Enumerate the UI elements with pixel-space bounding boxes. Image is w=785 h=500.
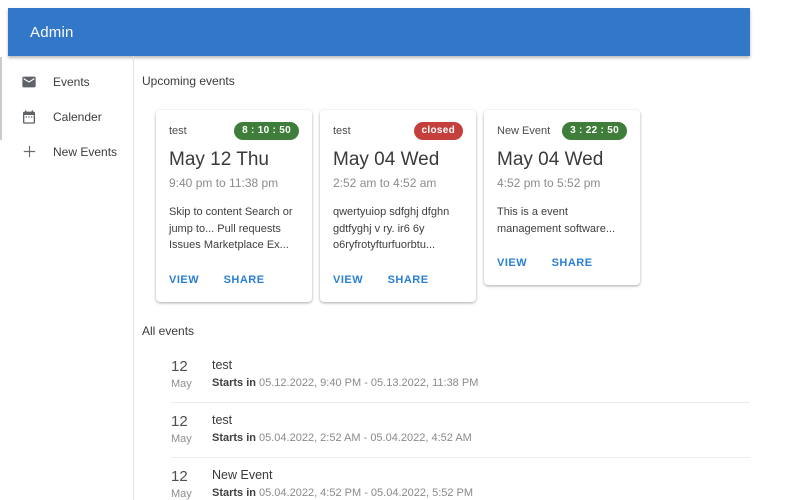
event-schedule: Starts in 05.04.2022, 2:52 AM - 05.04.202… (212, 432, 472, 444)
share-button[interactable]: SHARE (551, 257, 593, 269)
event-title: New Event (212, 467, 273, 482)
event-title: test (169, 125, 187, 137)
upcoming-events-cards: test 8 : 10 : 50 May 12 Thu 9:40 pm to 1… (156, 110, 750, 302)
sidebar-item-events[interactable]: Events (8, 64, 133, 99)
card-actions: VIEW SHARE (333, 270, 463, 288)
share-button[interactable]: SHARE (223, 273, 265, 286)
status-badge: closed (413, 122, 463, 140)
starts-in-label: Starts in (212, 376, 257, 389)
calendar-icon (20, 108, 38, 126)
event-list-item[interactable]: 12 May New Event Starts in 05.04.2022, 4:… (171, 458, 750, 500)
event-time-range: 2:52 am to 4:52 am (333, 176, 437, 190)
card-header: test 8 : 10 : 50 (169, 122, 299, 140)
sidebar-item-calender[interactable]: Calender (8, 99, 133, 134)
event-title: test (333, 125, 351, 137)
event-month: May (171, 432, 192, 445)
event-date-range: 05.04.2022, 4:52 PM - 05.04.2022, 5:52 P… (259, 486, 474, 499)
sidebar-item-new-events[interactable]: New Events (8, 134, 133, 169)
event-date-column: 12 May (171, 358, 212, 390)
card-actions: VIEW SHARE (497, 253, 627, 271)
event-date-heading: May 12 Thu (169, 149, 269, 170)
app-title: Admin (30, 23, 74, 41)
content: Events Calender New Events Upcoming even… (8, 56, 750, 500)
event-card: New Event 3 : 22 : 50 May 04 Wed 4:52 pm… (484, 110, 640, 285)
all-events-heading: All events (142, 323, 195, 338)
starts-in-label: Starts in (212, 486, 257, 499)
event-date-heading: May 04 Wed (497, 149, 604, 170)
event-description: This is a event management software... (497, 206, 616, 235)
plus-icon (20, 143, 38, 161)
event-title: New Event (497, 125, 551, 137)
event-list-item[interactable]: 12 May test Starts in 05.12.2022, 9:40 PM… (171, 348, 750, 403)
event-month: May (171, 487, 192, 500)
upcoming-events-heading: Upcoming events (142, 74, 235, 88)
event-date-range: 05.12.2022, 9:40 PM - 05.13.2022, 11:38 … (259, 376, 479, 389)
screen-edge-artifact (0, 57, 2, 140)
all-events-list: 12 May test Starts in 05.12.2022, 9:40 PM… (171, 348, 750, 500)
countdown-badge: 3 : 22 : 50 (562, 122, 627, 140)
envelope-icon (20, 73, 38, 91)
share-button[interactable]: SHARE (387, 273, 429, 286)
sidebar: Events Calender New Events (8, 56, 134, 500)
event-list-item[interactable]: 12 May test Starts in 05.04.2022, 2:52 AM… (171, 403, 750, 458)
card-header: test closed (333, 122, 463, 140)
event-date-column: 12 May (171, 413, 212, 445)
event-date-range: 05.04.2022, 2:52 AM - 05.04.2022, 4:52 A… (259, 431, 472, 444)
sidebar-item-label: New Events (53, 144, 118, 159)
event-day: 12 (171, 467, 188, 485)
event-schedule: Starts in 05.04.2022, 4:52 PM - 05.04.202… (212, 487, 473, 499)
event-text-column: New Event Starts in 05.04.2022, 4:52 PM -… (212, 468, 473, 500)
event-card: test 8 : 10 : 50 May 12 Thu 9:40 pm to 1… (156, 110, 312, 302)
view-button[interactable]: VIEW (169, 273, 200, 286)
sidebar-item-label: Events (53, 74, 90, 89)
event-schedule: Starts in 05.12.2022, 9:40 PM - 05.13.202… (212, 377, 478, 389)
event-title: test (212, 412, 233, 427)
countdown-badge: 8 : 10 : 50 (234, 122, 299, 140)
event-text-column: test Starts in 05.04.2022, 2:52 AM - 05.0… (212, 413, 472, 445)
event-time-range: 4:52 pm to 5:52 pm (497, 176, 601, 190)
event-date-heading: May 04 Wed (333, 149, 440, 170)
event-time-range: 9:40 pm to 11:38 pm (169, 176, 279, 190)
event-month: May (171, 377, 192, 390)
card-header: New Event 3 : 22 : 50 (497, 122, 627, 140)
event-day: 12 (171, 412, 188, 430)
event-card: test closed May 04 Wed 2:52 am to 4:52 a… (320, 110, 476, 302)
event-description: qwertyuiop sdfghj dfghn gdtfyghj v ry. i… (333, 206, 450, 251)
event-date-column: 12 May (171, 468, 212, 500)
view-button[interactable]: VIEW (333, 273, 364, 286)
card-actions: VIEW SHARE (169, 270, 299, 288)
event-text-column: test Starts in 05.12.2022, 9:40 PM - 05.1… (212, 358, 478, 390)
app-header: Admin (8, 8, 750, 56)
starts-in-label: Starts in (212, 431, 257, 444)
event-description: Skip to content Search or jump to... Pul… (169, 206, 293, 251)
main-content: Upcoming events test 8 : 10 : 50 May 12 … (134, 56, 750, 500)
event-day: 12 (171, 357, 188, 375)
view-button[interactable]: VIEW (497, 257, 528, 269)
sidebar-item-label: Calender (53, 109, 102, 124)
event-title: test (212, 357, 233, 372)
